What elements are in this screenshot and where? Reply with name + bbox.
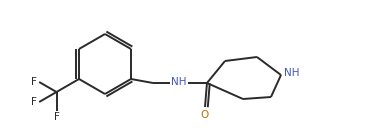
Text: NH: NH	[171, 77, 187, 87]
Text: F: F	[31, 97, 37, 107]
Text: F: F	[31, 77, 37, 87]
Text: F: F	[53, 112, 59, 122]
Text: NH: NH	[284, 68, 300, 78]
Text: O: O	[201, 110, 209, 120]
